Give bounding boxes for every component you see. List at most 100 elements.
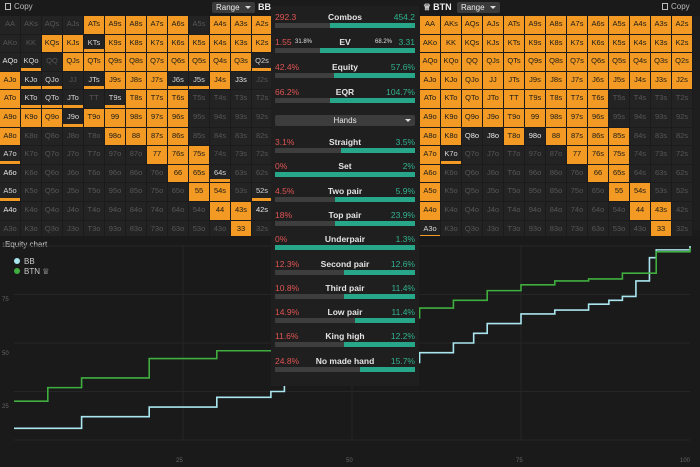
bb-hand-cell[interactable]: 94o	[105, 201, 126, 221]
btn-hand-cell[interactable]: K2s	[672, 34, 693, 54]
btn-hand-cell[interactable]: A4s	[630, 16, 651, 35]
btn-hand-cell[interactable]: Q4o	[462, 201, 483, 221]
btn-hand-cell[interactable]: 76o	[567, 164, 588, 184]
bb-hand-cell[interactable]: AJs	[63, 16, 84, 35]
btn-hand-cell[interactable]: K8o	[441, 127, 462, 147]
bb-hand-cell[interactable]: 83s	[231, 127, 252, 147]
btn-hand-cell[interactable]: Q2s	[672, 53, 693, 72]
bb-hand-cell[interactable]: K9s	[105, 34, 126, 54]
btn-hand-cell[interactable]: AJo	[420, 71, 441, 91]
bb-hand-cell[interactable]: K7o	[21, 146, 42, 165]
btn-hand-cell[interactable]: 96s	[588, 108, 609, 128]
bb-hand-cell[interactable]: 84s	[210, 127, 231, 147]
btn-hand-cell[interactable]: 85o	[546, 183, 567, 202]
bb-hand-cell[interactable]: A9o	[0, 108, 21, 128]
btn-hand-cell[interactable]: Q5o	[462, 183, 483, 202]
btn-hand-cell[interactable]: J8o	[483, 127, 504, 147]
bb-hand-cell[interactable]: Q7o	[42, 146, 63, 165]
bb-hand-cell[interactable]: 84o	[126, 201, 147, 221]
btn-hand-cell[interactable]: 87o	[546, 146, 567, 165]
bb-hand-cell[interactable]: Q4o	[42, 201, 63, 221]
btn-hand-cell[interactable]: T3s	[651, 90, 672, 109]
btn-hand-cell[interactable]: 92s	[672, 108, 693, 128]
btn-hand-cell[interactable]: 94o	[525, 201, 546, 221]
bb-hand-cell[interactable]: 96s	[168, 108, 189, 128]
btn-hand-cell[interactable]: 75o	[567, 183, 588, 202]
bb-hand-cell[interactable]: Q6s	[168, 53, 189, 72]
bb-hand-cell[interactable]: 87o	[126, 146, 147, 165]
btn-hand-cell[interactable]: KJo	[441, 71, 462, 91]
btn-hand-cell[interactable]: J3s	[651, 71, 672, 91]
bb-range-dropdown[interactable]: Range	[212, 2, 255, 13]
btn-hand-cell[interactable]: A5o	[420, 183, 441, 202]
btn-hand-cell[interactable]: Q3s	[651, 53, 672, 72]
bb-hand-cell[interactable]: KTs	[84, 34, 105, 54]
btn-hand-cell[interactable]: 97o	[525, 146, 546, 165]
bb-hand-cell[interactable]: J7s	[147, 71, 168, 91]
bb-hand-cell[interactable]: QQ	[42, 53, 63, 72]
bb-hand-cell[interactable]: 75s	[189, 146, 210, 165]
btn-hand-cell[interactable]: T8o	[504, 127, 525, 147]
bb-hand-cell[interactable]: 43s	[231, 201, 252, 221]
btn-hand-cell[interactable]: K7o	[441, 146, 462, 165]
btn-hand-cell[interactable]: A2s	[672, 16, 693, 35]
btn-hand-cell[interactable]: A8o	[420, 127, 441, 147]
btn-hand-cell[interactable]: 83s	[651, 127, 672, 147]
bb-hand-cell[interactable]: T5o	[84, 183, 105, 202]
btn-hand-cell[interactable]: Q9s	[525, 53, 546, 72]
bb-hand-cell[interactable]: T5s	[189, 90, 210, 109]
btn-hand-cell[interactable]: 72s	[672, 146, 693, 165]
btn-range-dropdown[interactable]: Range	[457, 2, 500, 13]
btn-hand-cell[interactable]: AA	[420, 16, 441, 35]
bb-hand-cell[interactable]: JTo	[63, 90, 84, 109]
btn-hand-cell[interactable]: K6o	[441, 164, 462, 184]
btn-hand-cell[interactable]: 73s	[651, 146, 672, 165]
btn-hand-cell[interactable]: A6s	[588, 16, 609, 35]
btn-hand-cell[interactable]: J5o	[483, 183, 504, 202]
bb-hand-cell[interactable]: 92s	[252, 108, 273, 128]
bb-hand-cell[interactable]: 85o	[126, 183, 147, 202]
btn-hand-cell[interactable]: 98s	[546, 108, 567, 128]
bb-hand-cell[interactable]: 74o	[147, 201, 168, 221]
btn-hand-cell[interactable]: QTo	[462, 90, 483, 109]
btn-hand-cell[interactable]: J9o	[483, 108, 504, 128]
bb-hand-cell[interactable]: 52s	[252, 183, 273, 202]
bb-hand-cell[interactable]: JJ	[63, 71, 84, 91]
bb-hand-cell[interactable]: KQs	[42, 34, 63, 54]
bb-hand-cell[interactable]: J9o	[63, 108, 84, 128]
bb-hand-cell[interactable]: Q9o	[42, 108, 63, 128]
btn-hand-cell[interactable]: T7s	[567, 90, 588, 109]
bb-hand-cell[interactable]: 76s	[168, 146, 189, 165]
bb-hand-cell[interactable]: J8o	[63, 127, 84, 147]
bb-hand-cell[interactable]: T8s	[126, 90, 147, 109]
btn-hand-cell[interactable]: T7o	[504, 146, 525, 165]
bb-hand-cell[interactable]: A9s	[105, 16, 126, 35]
btn-hand-cell[interactable]: J8s	[546, 71, 567, 91]
btn-hand-cell[interactable]: JJ	[483, 71, 504, 91]
bb-hand-cell[interactable]: J6s	[168, 71, 189, 91]
bb-hand-cell[interactable]: K5o	[21, 183, 42, 202]
bb-hand-cell[interactable]: 63s	[231, 164, 252, 184]
bb-hand-cell[interactable]: J5s	[189, 71, 210, 91]
btn-hand-cell[interactable]: AJs	[483, 16, 504, 35]
btn-hand-cell[interactable]: 86o	[546, 164, 567, 184]
btn-hand-cell[interactable]: AKo	[420, 34, 441, 54]
btn-hand-cell[interactable]: 96o	[525, 164, 546, 184]
bb-hand-cell[interactable]: 74s	[210, 146, 231, 165]
bb-hand-cell[interactable]: Q7s	[147, 53, 168, 72]
bb-hand-cell[interactable]: Q5o	[42, 183, 63, 202]
bb-hand-cell[interactable]: J5o	[63, 183, 84, 202]
bb-hand-cell[interactable]: 73s	[231, 146, 252, 165]
bb-hand-cell[interactable]: T7s	[147, 90, 168, 109]
btn-hand-cell[interactable]: J2s	[672, 71, 693, 91]
bb-hand-cell[interactable]: K8s	[126, 34, 147, 54]
btn-hand-cell[interactable]: 88	[546, 127, 567, 147]
btn-hand-cell[interactable]: A5s	[609, 16, 630, 35]
btn-hand-cell[interactable]: 53s	[651, 183, 672, 202]
bb-hand-cell[interactable]: 98s	[126, 108, 147, 128]
bb-hand-cell[interactable]: J2s	[252, 71, 273, 91]
bb-hand-cell[interactable]: 82s	[252, 127, 273, 147]
btn-hand-cell[interactable]: K4s	[630, 34, 651, 54]
bb-hand-cell[interactable]: 54o	[189, 201, 210, 221]
btn-hand-cell[interactable]: T8s	[546, 90, 567, 109]
